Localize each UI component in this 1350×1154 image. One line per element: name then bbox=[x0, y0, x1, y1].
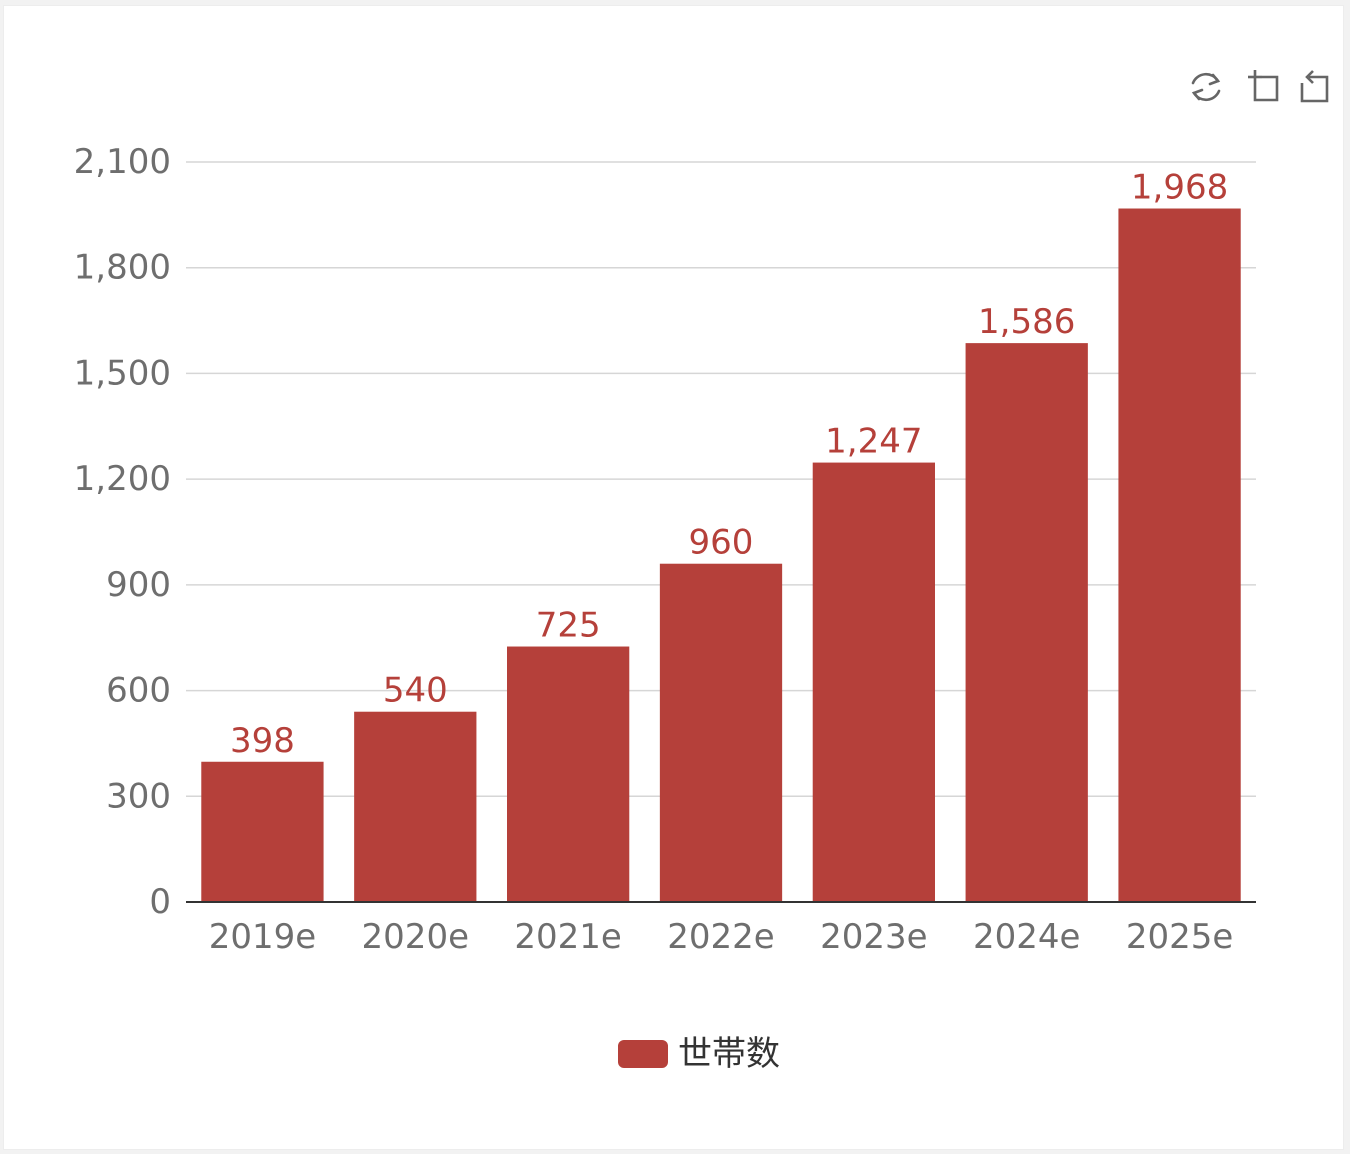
x-axis-labels: 2019e 2020e 2021e 2022e 2023e 2024e 2025e bbox=[209, 917, 1234, 957]
refresh-icon[interactable] bbox=[1191, 72, 1221, 102]
x-tick-label: 2023e bbox=[820, 917, 927, 957]
x-tick-label: 2025e bbox=[1126, 917, 1233, 957]
y-tick-label: 2,100 bbox=[74, 142, 171, 182]
bar[interactable] bbox=[1118, 208, 1241, 902]
bar-value-label: 398 bbox=[230, 721, 295, 761]
y-tick-label: 900 bbox=[106, 565, 171, 605]
bars bbox=[201, 208, 1241, 903]
y-tick-label: 0 bbox=[149, 882, 171, 922]
y-axis-labels: 0 300 600 900 1,200 1,500 1,800 2,100 bbox=[74, 142, 171, 922]
y-tick-label: 1,500 bbox=[74, 353, 171, 393]
bar[interactable] bbox=[965, 343, 1088, 903]
x-tick-label: 2021e bbox=[514, 917, 621, 957]
toolbox bbox=[1191, 70, 1329, 103]
value-labels: 398 540 725 960 1,247 1,586 1,968 bbox=[230, 168, 1228, 761]
data-zoom-icon[interactable] bbox=[1248, 70, 1279, 102]
x-tick-label: 2024e bbox=[973, 917, 1080, 957]
y-tick-label: 1,800 bbox=[74, 248, 171, 288]
bar[interactable] bbox=[507, 646, 630, 902]
y-tick-label: 1,200 bbox=[74, 459, 171, 499]
y-tick-label: 300 bbox=[106, 776, 171, 816]
bar[interactable] bbox=[659, 563, 783, 902]
x-tick-label: 2019e bbox=[209, 917, 316, 957]
legend[interactable]: 世帯数 bbox=[618, 1034, 780, 1074]
bar-value-label: 1,247 bbox=[825, 422, 922, 462]
zoom-reset-icon[interactable] bbox=[1300, 70, 1329, 103]
bar-value-label: 540 bbox=[383, 671, 448, 711]
legend-swatch[interactable] bbox=[618, 1040, 668, 1068]
x-tick-label: 2022e bbox=[667, 917, 774, 957]
bar[interactable] bbox=[354, 711, 477, 902]
bar-value-label: 1,968 bbox=[1131, 168, 1228, 208]
x-tick-label: 2020e bbox=[362, 917, 469, 957]
bar[interactable] bbox=[201, 761, 324, 902]
y-tick-label: 600 bbox=[106, 671, 171, 711]
bar-value-label: 1,586 bbox=[978, 302, 1075, 342]
bar-value-label: 960 bbox=[689, 523, 754, 563]
bar[interactable] bbox=[812, 462, 935, 902]
legend-label[interactable]: 世帯数 bbox=[678, 1034, 780, 1074]
bar-value-label: 725 bbox=[536, 606, 601, 646]
